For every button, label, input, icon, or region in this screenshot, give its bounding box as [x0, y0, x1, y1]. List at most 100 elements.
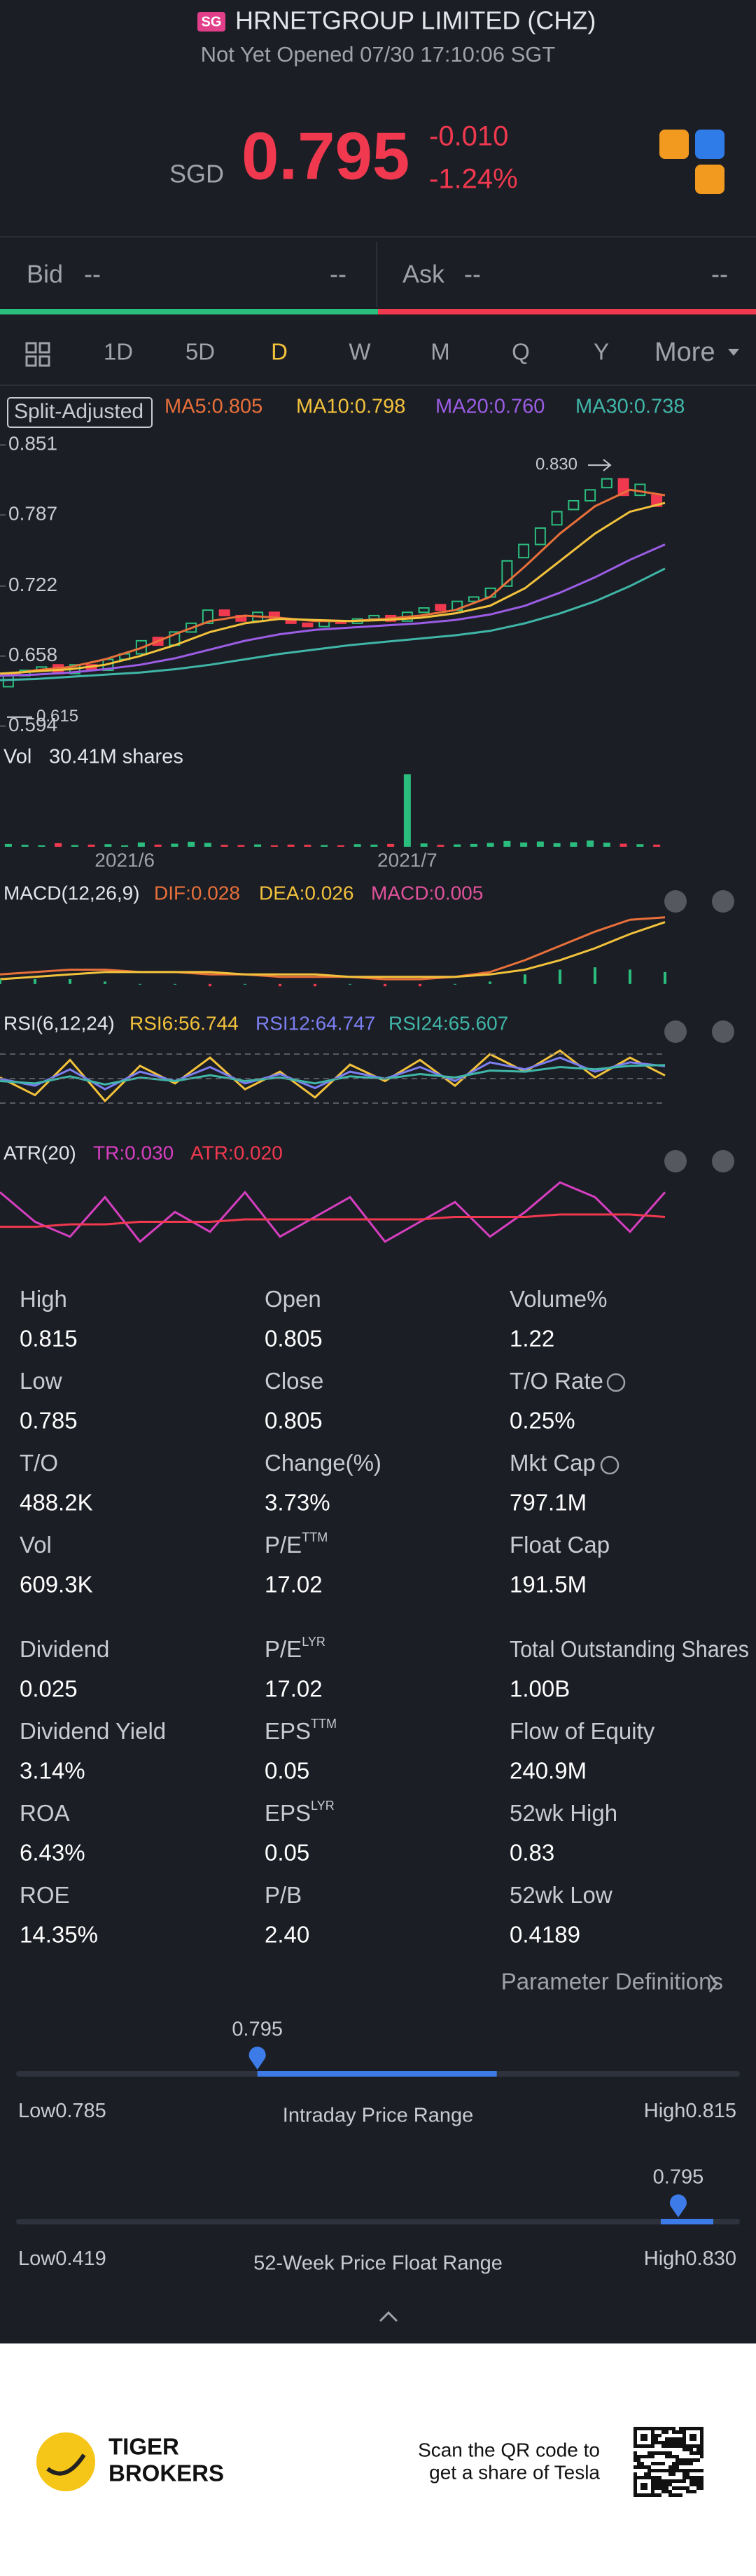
ask-bar — [378, 309, 756, 314]
qr-cell — [676, 2455, 679, 2458]
volume-bar — [21, 845, 29, 847]
y-tick-label: 0.851 — [8, 433, 57, 455]
qr-cell — [634, 2427, 637, 2430]
period-tab[interactable]: W — [349, 339, 371, 365]
stat-label: Low — [20, 1368, 62, 1394]
qr-cell — [654, 2434, 658, 2437]
qr-cell — [676, 2493, 679, 2497]
indicator-legend: RSI24:65.607 — [388, 1012, 508, 1034]
ma-legend: MA5:0.805 — [164, 396, 262, 418]
stat-label: Volume% — [510, 1286, 607, 1312]
qr-cell — [648, 2455, 651, 2458]
bid-size: -- — [330, 260, 346, 289]
qr-cell — [682, 2479, 686, 2483]
qr-cell — [690, 2448, 693, 2451]
qr-cell — [634, 2476, 637, 2479]
qr-cell — [654, 2451, 658, 2455]
indicator-title: RSI(6,12,24) — [4, 1012, 115, 1034]
range-high-label: High — [644, 2248, 686, 2270]
qr-cell — [686, 2490, 690, 2493]
qr-cell — [654, 2441, 658, 2444]
qr-cell — [634, 2451, 637, 2455]
period-tab[interactable]: 1D — [104, 339, 133, 365]
stat-value: 0.83 — [510, 1840, 554, 1866]
macd-bar — [174, 983, 176, 985]
parameter-link[interactable]: Parameter Definitions — [501, 1969, 723, 1995]
qr-cell — [679, 2430, 682, 2434]
candle — [568, 499, 580, 511]
flash-icon[interactable] — [695, 130, 724, 159]
period-tab[interactable]: 5D — [186, 339, 215, 365]
layout-icon[interactable] — [25, 342, 50, 367]
indicator-line — [0, 1064, 666, 1086]
period-tab[interactable]: Q — [512, 339, 530, 365]
qr-cell — [644, 2486, 648, 2490]
qr-cell — [662, 2490, 665, 2493]
volume-bar — [237, 845, 245, 847]
stat-label-sup: LYR — [311, 1799, 335, 1813]
qr-cell — [634, 2472, 637, 2476]
qr-cell — [640, 2483, 644, 2486]
qr-cell — [658, 2441, 662, 2444]
stat-label-text: T/O Rate — [510, 1368, 603, 1394]
promo-text: Scan the QR code to — [418, 2439, 600, 2460]
period-tab[interactable]: Y — [594, 339, 609, 365]
volume-bar — [270, 845, 278, 847]
dividend-icon[interactable] — [659, 130, 689, 159]
qr-cell — [696, 2486, 700, 2490]
qr-cell — [696, 2427, 700, 2430]
qr-cell — [654, 2437, 658, 2441]
qr-cell — [651, 2427, 654, 2430]
candle — [501, 560, 513, 587]
qr-cell — [637, 2493, 640, 2497]
qr-cell — [672, 2486, 676, 2490]
volume-bar — [254, 844, 262, 847]
stat-label: Float Cap — [510, 1532, 610, 1558]
candle — [418, 607, 430, 614]
range-high: High0.815 — [644, 2100, 736, 2122]
stat-value: 240.9M — [510, 1758, 587, 1784]
qr-cell — [682, 2441, 686, 2444]
volume-bar — [38, 845, 46, 847]
stat-label: ROE — [20, 1882, 70, 1908]
period-tab[interactable]: M — [430, 339, 450, 365]
qr-cell — [634, 2437, 637, 2441]
info-icon[interactable] — [600, 1455, 620, 1475]
qr-cell — [676, 2486, 679, 2490]
qr-cell — [654, 2493, 658, 2497]
stat-label: T/O Rate — [510, 1368, 603, 1394]
collapse-icon[interactable] — [379, 2311, 398, 2322]
range-title: 52-Week Price Float Range — [253, 2252, 503, 2275]
qr-cell — [676, 2465, 679, 2469]
ma-line — [0, 567, 666, 681]
stat-label: Mkt Cap — [510, 1450, 596, 1476]
stat-label-text: P/E — [265, 1532, 302, 1558]
stat-label: P/ELYR — [265, 1635, 326, 1662]
stat-value: 488.2K — [20, 1490, 93, 1516]
indicator-legend: DIF:0.028 — [154, 882, 240, 903]
qr-cell — [658, 2479, 662, 2483]
qr-cell — [672, 2465, 676, 2469]
macd-bar — [104, 981, 106, 984]
period-tab[interactable]: D — [271, 339, 288, 365]
stat-value: 17.02 — [265, 1676, 323, 1702]
qr-cell — [679, 2427, 682, 2430]
volume-bar — [437, 845, 444, 847]
stat-label-text: Mkt Cap — [510, 1450, 596, 1476]
qr-cell — [672, 2441, 676, 2444]
qr-cell — [637, 2465, 640, 2469]
qr-cell — [665, 2486, 668, 2490]
panel-icons[interactable] — [664, 890, 734, 1172]
info-icon[interactable] — [606, 1373, 626, 1392]
qr-cell — [672, 2493, 676, 2497]
bid-bar — [0, 309, 378, 314]
qr-cell — [679, 2462, 682, 2465]
qr-cell — [634, 2455, 637, 2458]
qr-cell — [676, 2441, 679, 2444]
stat-label-text: 52wk Low — [510, 1882, 612, 1908]
ask-size: -- — [711, 260, 728, 289]
qr-cell — [651, 2493, 654, 2497]
period-tab[interactable]: More — [654, 338, 715, 367]
qr-cell — [665, 2430, 668, 2434]
trend-icon[interactable] — [695, 165, 724, 194]
